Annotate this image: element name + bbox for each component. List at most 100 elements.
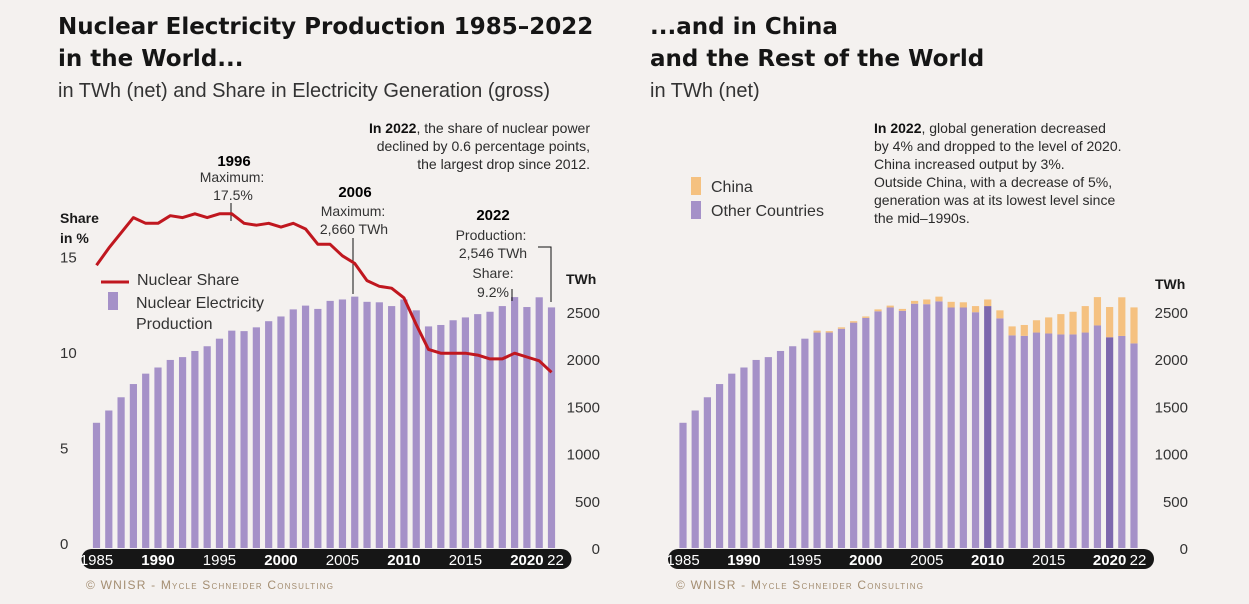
right-note-line6: the mid–1990s. — [874, 210, 970, 226]
right-axis-label: TWh — [1155, 276, 1185, 292]
right-note-line1: , global generation decreased — [921, 120, 1106, 136]
legend-production-label-line2: Production — [136, 316, 213, 333]
bar-production-1999 — [265, 321, 273, 548]
bar-other-2008 — [959, 307, 967, 548]
bar-other-1997 — [825, 332, 833, 548]
bar-production-2008 — [375, 302, 383, 548]
bar-other-2009 — [971, 312, 980, 548]
bar-other-2010 — [984, 306, 992, 548]
right-xtick-2015: 2015 — [1032, 552, 1065, 569]
bar-production-2004 — [326, 300, 334, 548]
bar-production-2022 — [547, 307, 556, 548]
right-xtick-1985: 1985 — [666, 552, 699, 569]
bar-other-2013 — [1020, 335, 1028, 548]
bar-china-1998 — [837, 327, 846, 329]
bar-china-2003 — [898, 308, 907, 311]
bar-other-2006 — [935, 301, 943, 548]
left-xtick-2010: 2010 — [387, 552, 420, 569]
left-note-bold: In 2022 — [368, 120, 417, 136]
right-title-line1: ...and in China — [650, 14, 838, 40]
bar-other-1990 — [740, 367, 748, 548]
right-ytick-500: 500 — [1163, 494, 1188, 511]
right-ytick-2000: 2000 — [1155, 352, 1188, 369]
bar-production-1996 — [228, 330, 236, 548]
bar-production-2005 — [338, 299, 347, 548]
left-ytick-1500: 1500 — [567, 399, 600, 416]
bar-production-2020 — [523, 307, 531, 548]
bar-china-2015 — [1045, 317, 1053, 334]
bar-production-2001 — [289, 309, 297, 548]
right-xtick-2000: 2000 — [849, 552, 882, 569]
left-xtick-1995: 1995 — [203, 552, 236, 569]
bar-production-2010 — [400, 299, 408, 548]
bar-china-2019 — [1093, 297, 1102, 326]
bar-production-1992 — [178, 357, 187, 548]
right-ytick-2500: 2500 — [1155, 305, 1188, 322]
bar-other-2004 — [910, 303, 919, 548]
legend-share-label: Nuclear Share — [137, 272, 239, 289]
bar-production-2006 — [351, 296, 359, 548]
bar-production-2016 — [474, 314, 482, 548]
left-note: In 2022, the share of nuclear power decl… — [369, 119, 590, 173]
bar-production-2003 — [314, 308, 322, 548]
bar-production-1985 — [92, 422, 101, 548]
bar-china-2008 — [959, 302, 967, 308]
bar-other-2011 — [996, 318, 1004, 548]
bar-production-2021 — [535, 297, 543, 548]
bar-china-2010 — [984, 299, 992, 307]
bar-production-2014 — [449, 320, 457, 548]
bar-china-2002 — [886, 305, 894, 308]
bar-china-2022 — [1130, 307, 1138, 344]
bar-other-1988 — [715, 384, 724, 548]
right-plot — [679, 296, 1138, 548]
left-credit: © WNISR - Mycle Schneider Consulting — [86, 578, 335, 592]
left-xtick-1990: 1990 — [141, 552, 174, 569]
ann-2022-bracket — [538, 246, 552, 302]
left-ytick-0: 0 — [60, 536, 68, 553]
bar-other-1992 — [764, 357, 772, 548]
right-credit: © WNISR - Mycle Schneider Consulting — [676, 578, 925, 592]
right-ytick-1500: 1500 — [1155, 399, 1188, 416]
bar-china-2011 — [996, 310, 1004, 319]
bar-other-2012 — [1008, 335, 1016, 548]
bar-production-1993 — [191, 350, 199, 548]
bar-other-1999 — [850, 322, 858, 548]
bar-china-1999 — [850, 321, 858, 323]
share-line — [95, 212, 553, 374]
left-xtick-2000: 2000 — [264, 552, 297, 569]
right-xtick-1995: 1995 — [788, 552, 821, 569]
left-yaxis-label-line1: Share — [60, 210, 99, 226]
bar-china-2014 — [1032, 320, 1041, 333]
bar-production-1997 — [240, 331, 248, 548]
right-xaxis-band — [668, 549, 1154, 569]
bar-other-1993 — [776, 350, 785, 548]
bar-other-1995 — [801, 338, 809, 548]
bar-china-2017 — [1069, 311, 1077, 335]
left-ytick-10: 10 — [60, 345, 77, 362]
bar-other-2000 — [862, 317, 870, 548]
ann-1996-year: 1996 — [217, 153, 250, 170]
bar-production-2012 — [424, 326, 433, 548]
bar-other-2016 — [1057, 334, 1065, 548]
ann-1996-value: 17.5% — [213, 187, 253, 203]
left-xtick-2020: 2020 — [510, 552, 543, 569]
ann-2006-label: Maximum: — [321, 203, 386, 219]
bar-other-2007 — [947, 307, 955, 548]
left-subtitle: in TWh (net) and Share in Electricity Ge… — [58, 80, 551, 102]
bar-china-2012 — [1008, 326, 1016, 336]
bar-production-2019 — [511, 297, 519, 548]
ann-2006-value: 2,660 TWh — [320, 221, 388, 237]
left-ytick-15: 15 — [60, 250, 77, 267]
bar-production-2000 — [277, 316, 285, 548]
right-title-line2: and the Rest of the World — [650, 46, 985, 72]
left-ytick-2500: 2500 — [567, 305, 600, 322]
bar-production-1989 — [142, 373, 150, 548]
ann-2022-share-label: Share: — [472, 265, 513, 281]
bar-other-2019 — [1093, 325, 1102, 548]
ann-2022-share-value: 9.2% — [477, 284, 509, 300]
bar-other-2022 — [1130, 343, 1138, 548]
bar-china-2006 — [935, 296, 943, 302]
left-ytick-500: 500 — [575, 494, 600, 511]
bar-production-1995 — [215, 338, 224, 548]
bar-production-2009 — [388, 306, 396, 548]
